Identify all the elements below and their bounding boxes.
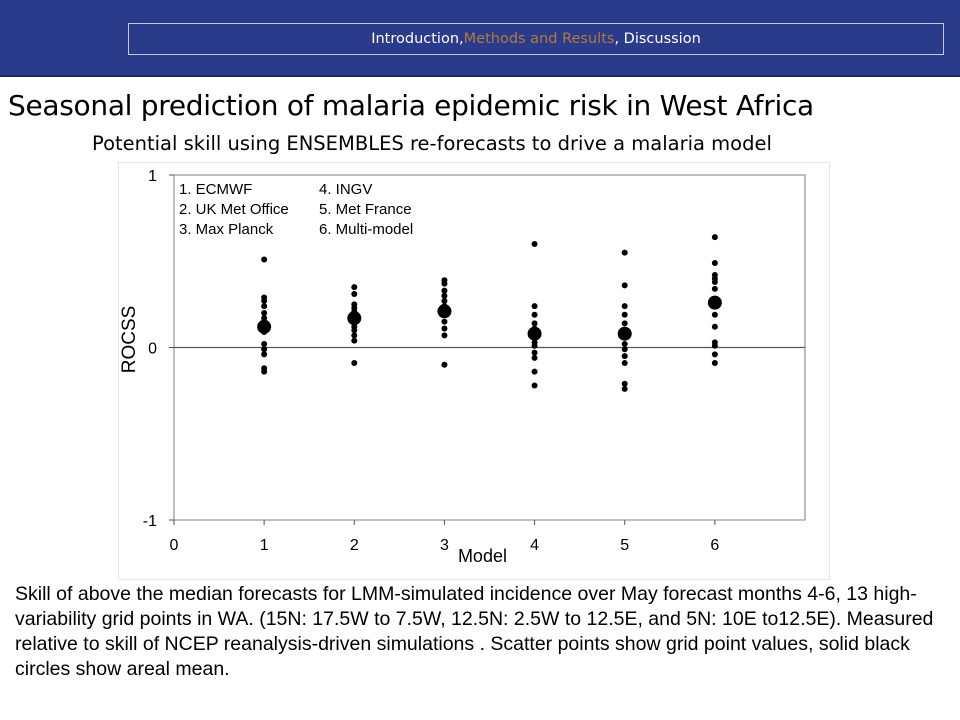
grid-point-marker (621, 249, 628, 256)
grid-point-marker (261, 256, 268, 263)
grid-point-marker (711, 360, 718, 367)
areal-mean-marker (347, 311, 362, 326)
grid-point-marker (711, 285, 718, 292)
grid-point-marker (531, 241, 538, 247)
nav-methods-and-results[interactable]: Methods and Results (463, 31, 615, 47)
figure-caption: Skill of above the median forecasts for … (15, 583, 934, 680)
grid-point-marker (711, 234, 718, 241)
grid-point-marker (351, 327, 358, 334)
grid-point-marker (441, 280, 448, 287)
x-tick-label: 1 (260, 537, 269, 554)
y-tick-label: 0 (148, 341, 157, 358)
x-tick-label: 5 (620, 537, 629, 554)
grid-point-marker (711, 259, 718, 266)
grid-point-marker (261, 351, 268, 358)
grid-point-marker (441, 287, 448, 294)
section-nav: Introduction, Methods and Results , Disc… (128, 23, 944, 55)
nav-introduction[interactable]: Introduction, (371, 31, 464, 47)
grid-point-marker (351, 337, 358, 344)
grid-point-marker (711, 311, 718, 318)
y-axis-label: ROCSS (119, 306, 140, 374)
grid-point-marker (621, 385, 628, 392)
y-tick-label: -1 (143, 513, 157, 530)
grid-point-marker (531, 349, 538, 356)
grid-point-marker (711, 323, 718, 330)
x-tick-label: 4 (530, 537, 539, 554)
slide-title: Seasonal prediction of malaria epidemic … (8, 89, 814, 122)
grid-point-marker (351, 284, 358, 291)
areal-mean-marker (617, 326, 632, 341)
y-tick-label: 1 (148, 168, 157, 185)
slide-subtitle: Potential skill using ENSEMBLES re-forec… (92, 132, 772, 155)
x-tick-label: 0 (170, 537, 179, 554)
grid-point-marker (531, 303, 538, 310)
grid-point-marker (261, 341, 268, 348)
grid-point-marker (351, 291, 358, 298)
grid-point-marker (621, 303, 628, 310)
grid-point-marker (351, 360, 358, 367)
grid-point-marker (441, 318, 448, 325)
grid-point-marker (531, 342, 538, 349)
grid-point-marker (531, 320, 538, 327)
grid-point-marker (261, 346, 268, 353)
x-tick-label: 2 (350, 537, 359, 554)
x-tick-label: 6 (710, 537, 719, 554)
grid-point-marker (711, 351, 718, 358)
grid-point-marker (621, 360, 628, 367)
grid-point-marker (441, 332, 448, 339)
grid-point-marker (351, 332, 358, 339)
grid-point-marker (261, 310, 268, 316)
grid-point-marker (441, 361, 448, 368)
nav-discussion[interactable]: , Discussion (614, 31, 701, 47)
grid-point-marker (711, 278, 718, 285)
legend-entry: 5. Met France (319, 201, 412, 218)
x-axis-label: Model (458, 546, 507, 566)
legend-entry: 1. ECMWF (179, 181, 252, 198)
grid-point-marker (621, 346, 628, 353)
grid-point-marker (261, 303, 268, 310)
header-band: Introduction, Methods and Results , Disc… (0, 0, 960, 77)
areal-mean-marker (437, 304, 452, 319)
areal-mean-marker (707, 295, 722, 310)
legend-entry: 3. Max Planck (179, 221, 274, 238)
grid-point-marker (441, 292, 448, 299)
grid-point-marker (261, 315, 268, 322)
grid-point-marker (531, 368, 538, 375)
legend-entry: 6. Multi-model (319, 221, 413, 238)
grid-point-marker (531, 311, 538, 318)
grid-point-marker (441, 325, 448, 332)
grid-point-marker (531, 382, 538, 389)
grid-point-marker (531, 354, 538, 361)
areal-mean-marker (257, 319, 272, 334)
grid-point-marker (621, 282, 628, 289)
grid-point-marker (621, 353, 628, 360)
legend-entry: 4. INGV (319, 181, 372, 198)
grid-point-marker (621, 320, 628, 327)
grid-point-marker (441, 297, 448, 304)
grid-point-marker (621, 380, 628, 387)
legend-entry: 2. UK Met Office (179, 201, 289, 218)
grid-point-marker (261, 297, 268, 304)
grid-point-marker (621, 341, 628, 348)
areal-mean-marker (527, 326, 542, 341)
x-tick-label: 3 (440, 537, 449, 554)
grid-point-marker (261, 368, 268, 375)
grid-point-marker (621, 311, 628, 318)
rocss-scatter-chart: 1 0 -1 0 1 2 3 4 5 6 Model ROCSS 1. ECMWF 4. INGV 2. U… (119, 168, 806, 566)
grid-point-marker (711, 342, 718, 349)
chart-frame: 1 0 -1 0 1 2 3 4 5 6 Model ROCSS 1. ECMWF 4. INGV 2. U… (118, 162, 830, 580)
